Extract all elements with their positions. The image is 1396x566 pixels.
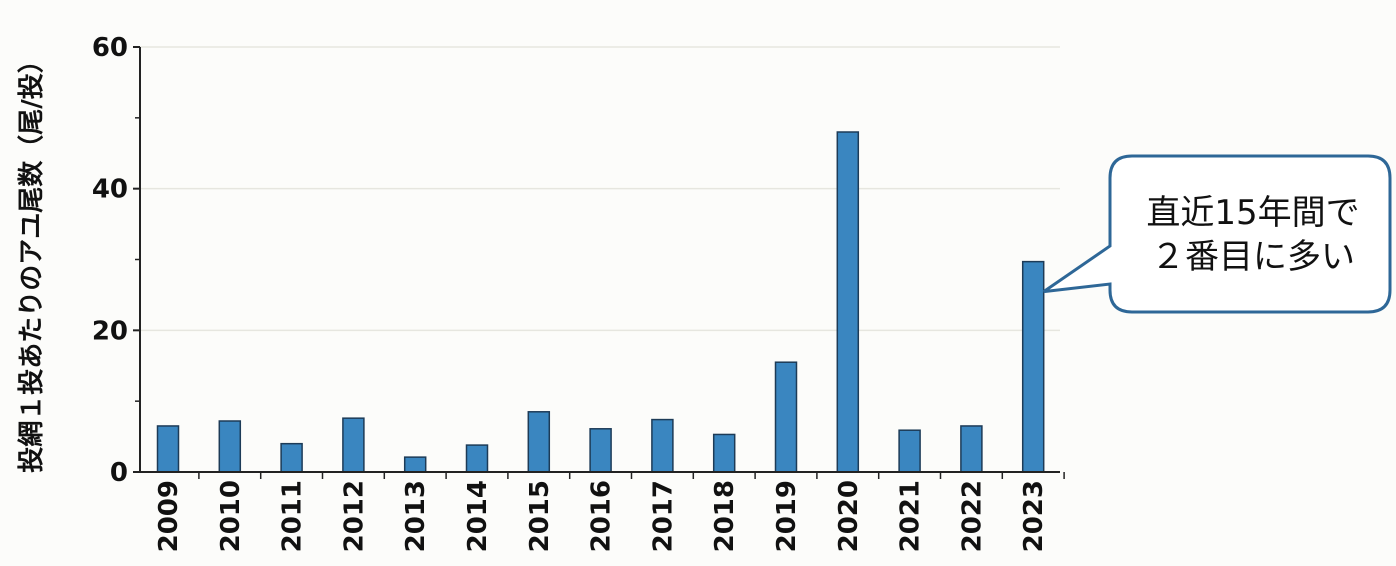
bar-2014 (465, 444, 489, 473)
y-tick-label: 20 (92, 316, 128, 346)
bar-2020 (836, 131, 860, 473)
bar-2021 (898, 429, 921, 473)
x-tick-label: 2017 (648, 480, 678, 552)
callout-line-1: 直近15年間で (1146, 193, 1359, 233)
x-tick-label: 2012 (339, 480, 369, 552)
bar-2012 (342, 417, 365, 473)
x-tick-label: 2011 (278, 480, 308, 552)
callout-line-2: ２番目に多い (1151, 237, 1355, 277)
x-tick-label: 2023 (1019, 480, 1049, 552)
x-tick-label: 2020 (834, 480, 864, 552)
gridlines (140, 46, 1060, 332)
x-tick-label: 2014 (463, 480, 493, 552)
x-tick-label: 2010 (216, 480, 246, 552)
x-tick-label: 2016 (587, 480, 617, 552)
annotation-callout: 直近15年間で ２番目に多い (1042, 154, 1392, 314)
x-tick-label: 2009 (154, 480, 184, 552)
y-tick-label: 40 (92, 175, 128, 205)
bars (156, 131, 1045, 473)
bar-2022 (960, 425, 983, 473)
x-tick-label: 2013 (401, 480, 431, 552)
bar-2009 (156, 425, 180, 473)
bar-2017 (651, 418, 674, 473)
bar-2018 (712, 433, 736, 473)
bar-2013 (403, 456, 427, 473)
x-tick-label: 2015 (525, 480, 555, 552)
x-tick-label: 2018 (710, 480, 740, 552)
bar-2016 (589, 428, 612, 473)
x-tick-label: 2019 (772, 480, 802, 552)
y-tick-label: 60 (92, 33, 128, 63)
callout-bubble (1042, 154, 1392, 314)
y-axis-label: 投網１投あたりのアユ尾数（尾/投） (16, 47, 47, 473)
x-tick-label: 2022 (957, 480, 987, 552)
bar-2010 (218, 420, 242, 473)
y-ticks: 0 20 40 60 (92, 33, 140, 488)
bar-2015 (527, 411, 551, 473)
x-ticks: 2009 2010 2011 2012 2013 2014 2015 2016 2017 2018… (154, 472, 1065, 552)
bar-2019 (774, 361, 798, 473)
y-tick-label: 0 (110, 458, 128, 488)
bar-2011 (280, 442, 303, 473)
x-tick-label: 2021 (896, 480, 926, 552)
bar-2023 (1021, 260, 1045, 473)
